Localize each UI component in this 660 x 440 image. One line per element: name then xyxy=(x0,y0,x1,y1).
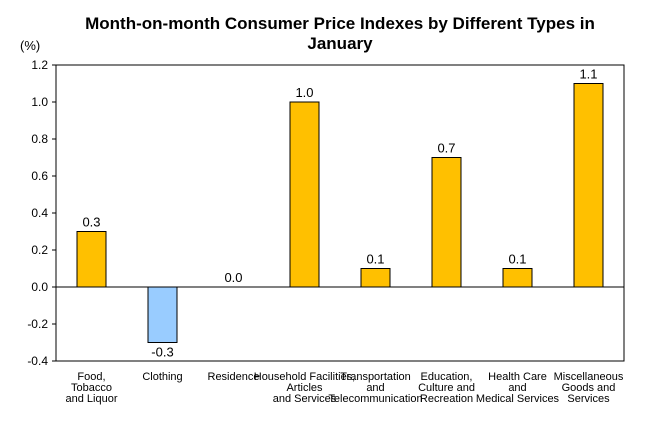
y-axis-unit-label: (%) xyxy=(20,38,41,53)
y-tick-label: 0.4 xyxy=(31,206,48,220)
bar xyxy=(502,268,533,288)
category-label: Health Care and Medical Services xyxy=(476,371,560,405)
chart-title: Month-on-month Consumer Price Indexes by… xyxy=(85,14,595,53)
y-tick-label: 1.2 xyxy=(31,58,48,72)
category-label: Food, Tobacco and Liquor xyxy=(66,371,118,405)
data-label: 0.7 xyxy=(437,141,455,156)
y-tick-label: 1.0 xyxy=(31,95,48,109)
category-label: Clothing xyxy=(142,371,182,383)
y-axis-ticks: 1.2 1.0 0.8 0.6 0.4 0.2 0.0 -0.2 -0.4 xyxy=(27,58,56,368)
category-label: Transportation and Telecommunication xyxy=(328,371,422,405)
data-label: 0.0 xyxy=(224,270,242,285)
data-label: 1.0 xyxy=(295,85,313,100)
category-label: Miscellaneous Goods and Services xyxy=(554,371,624,405)
bar xyxy=(147,286,178,343)
y-tick-label: 0.6 xyxy=(31,169,48,183)
bar-series xyxy=(76,83,604,343)
y-tick-label: -0.4 xyxy=(27,354,48,368)
data-label: 0.3 xyxy=(82,215,100,230)
bar xyxy=(431,157,462,288)
category-label: Education, Culture and Recreation xyxy=(418,371,475,405)
bar xyxy=(360,268,391,288)
y-tick-label: 0.2 xyxy=(31,243,48,257)
category-label: Household Facilities, Articles and Service… xyxy=(254,371,356,405)
data-label: 0.1 xyxy=(366,252,384,267)
y-tick-label: 0.8 xyxy=(31,132,48,146)
y-tick-label: -0.2 xyxy=(27,317,48,331)
data-label: 1.1 xyxy=(579,67,597,82)
bar xyxy=(76,231,107,288)
bar xyxy=(289,101,320,288)
data-label: 0.1 xyxy=(508,252,526,267)
y-tick-label: 0.0 xyxy=(31,280,48,294)
data-labels: 0.3 -0.3 0.0 1.0 0.1 0.7 0.1 1.1 xyxy=(82,67,597,360)
data-label: -0.3 xyxy=(151,345,173,360)
plot-area-frame xyxy=(55,64,625,362)
bar xyxy=(573,83,604,288)
category-label: Residence xyxy=(208,371,260,383)
